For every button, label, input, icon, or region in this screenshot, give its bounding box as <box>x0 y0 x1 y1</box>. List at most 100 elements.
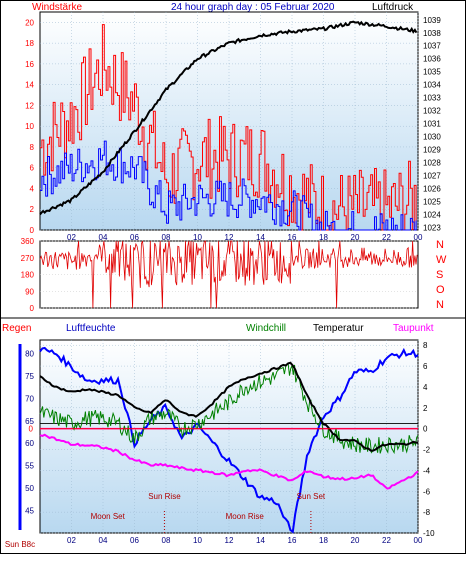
x-tick-label: 04 <box>99 536 108 545</box>
temp-tick-label: 8 <box>423 341 428 350</box>
wind-tick-label: 14 <box>25 81 34 90</box>
wind-tick-label: 4 <box>30 184 35 193</box>
compass-label: W <box>436 254 447 266</box>
x-tick-label: 08 <box>162 536 171 545</box>
wind-gust-series <box>40 24 417 231</box>
humidity-tick-label: 45 <box>25 507 34 516</box>
windchill-label: Windchill <box>246 323 286 334</box>
direction-tick-label: 180 <box>21 271 35 280</box>
x-tick-label: 06 <box>130 536 139 545</box>
pressure-tick-label: 1030 <box>423 133 441 142</box>
windstaerke-title: Windstärke <box>32 2 82 13</box>
pressure-tick-label: 1033 <box>423 94 441 103</box>
luftdruck-title: Luftdruck <box>372 2 414 13</box>
windchill-series <box>39 363 419 455</box>
wind-tick-label: 18 <box>25 39 34 48</box>
humidity-tick-label: 80 <box>25 349 34 358</box>
temp-tick-label: 2 <box>423 404 428 413</box>
humidity-tick-label: 50 <box>25 484 34 493</box>
wind-direction-series <box>39 240 418 309</box>
luftfeuchte-label: Luftfeuchte <box>66 323 116 334</box>
pressure-tick-label: 1038 <box>423 29 441 38</box>
x-tick-label: 00 <box>414 233 423 242</box>
pressure-tick-label: 1029 <box>423 146 441 155</box>
wind-tick-label: 12 <box>25 101 34 110</box>
compass-label: O <box>436 284 445 296</box>
temperatur-label: Temperatur <box>313 323 364 334</box>
compass-label: N <box>436 299 444 311</box>
humidity-series <box>39 346 419 534</box>
pressure-tick-label: 1039 <box>423 16 441 25</box>
x-tick-label: 08 <box>162 233 171 242</box>
event-label: Sun Rise <box>148 492 181 501</box>
pressure-tick-label: 1035 <box>423 68 441 77</box>
x-tick-label: 16 <box>288 536 297 545</box>
wind-avg-series <box>40 140 417 231</box>
wind-tick-label: 8 <box>30 143 35 152</box>
temp-tick-label: -10 <box>423 529 435 538</box>
event-label: Moon Set <box>91 512 126 521</box>
humidity-tick-label: 70 <box>25 394 34 403</box>
x-tick-label: 16 <box>288 233 297 242</box>
x-tick-label: 02 <box>67 536 76 545</box>
x-tick-label: 12 <box>225 233 234 242</box>
taupunkt-label: Taupunkt <box>393 323 434 334</box>
pressure-tick-label: 1025 <box>423 197 441 206</box>
pressure-tick-label: 1027 <box>423 172 441 181</box>
pressure-tick-label: 1037 <box>423 42 441 51</box>
event-label: Sun Set <box>297 492 326 501</box>
x-tick-label: 20 <box>351 233 360 242</box>
x-tick-label: 00 <box>414 536 423 545</box>
wind-tick-label: 20 <box>25 18 34 27</box>
pressure-series <box>39 20 418 216</box>
humidity-tick-label: 60 <box>25 439 34 448</box>
x-tick-label: 18 <box>319 536 328 545</box>
x-tick-label: 22 <box>382 233 391 242</box>
temp-tick-label: -6 <box>423 487 431 496</box>
wind-tick-label: 10 <box>25 122 34 131</box>
pressure-tick-label: 1031 <box>423 120 441 129</box>
series-layer <box>39 20 419 534</box>
x-tick-label: 20 <box>351 536 360 545</box>
x-tick-label: 02 <box>67 233 76 242</box>
wind-tick-label: 16 <box>25 60 34 69</box>
date-title: 24 hour graph day : 05 Februar 2020 <box>171 2 335 13</box>
humidity-tick-label: 55 <box>25 462 34 471</box>
x-tick-label: 14 <box>256 536 265 545</box>
x-tick-label: 10 <box>193 536 202 545</box>
direction-tick-label: 270 <box>21 254 35 263</box>
x-tick-label: 04 <box>99 233 108 242</box>
pressure-tick-label: 1036 <box>423 55 441 64</box>
temp-tick-label: -8 <box>423 508 431 517</box>
temperature-series <box>39 361 419 452</box>
x-tick-label: 18 <box>319 233 328 242</box>
dewpoint-series <box>39 433 419 490</box>
direction-tick-label: 0 <box>30 304 35 313</box>
x-tick-label: 06 <box>130 233 139 242</box>
pressure-tick-label: 1023 <box>423 223 441 232</box>
pressure-tick-label: 1032 <box>423 107 441 116</box>
humidity-tick-label: 75 <box>25 372 34 381</box>
pressure-tick-label: 1024 <box>423 210 441 219</box>
x-tick-label: 22 <box>382 536 391 545</box>
x-tick-label: 14 <box>256 233 265 242</box>
compass-label: S <box>436 269 443 281</box>
temp-tick-label: 6 <box>423 362 428 371</box>
direction-tick-label: 90 <box>25 287 34 296</box>
wind-tick-label: 2 <box>30 205 35 214</box>
zero-label: 0 <box>29 425 34 434</box>
compass-label: N <box>436 239 444 251</box>
temp-tick-label: -2 <box>423 446 431 455</box>
temp-tick-label: -4 <box>423 466 431 475</box>
temp-tick-label: 4 <box>423 383 428 392</box>
x-tick-label: 12 <box>225 536 234 545</box>
wind-tick-label: 6 <box>30 164 35 173</box>
pressure-tick-label: 1026 <box>423 184 441 193</box>
x-tick-label: 10 <box>193 233 202 242</box>
event-label: Moon Rise <box>226 512 265 521</box>
direction-tick-label: 360 <box>21 237 35 246</box>
regen-label: Regen <box>2 323 31 334</box>
temp-tick-label: 0 <box>423 425 428 434</box>
humidity-tick-label: 65 <box>25 417 34 426</box>
